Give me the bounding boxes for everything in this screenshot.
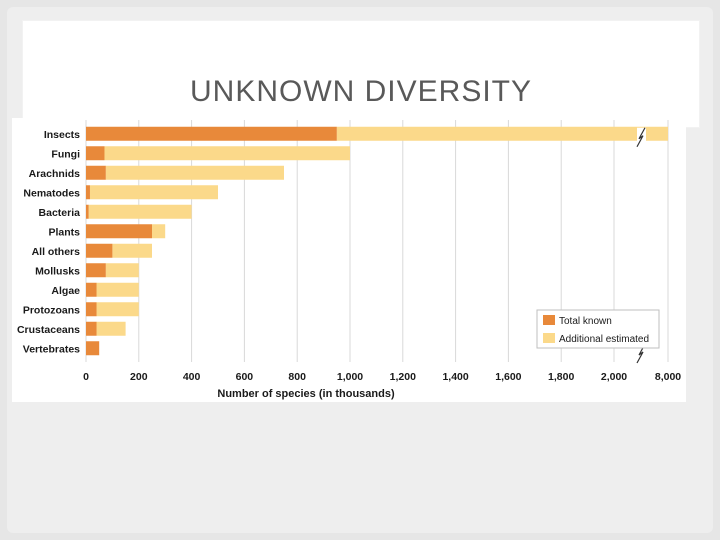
legend-box [536, 309, 660, 349]
x-tick-label: 800 [288, 371, 306, 383]
break-mark [636, 127, 646, 148]
slide-title: UNKNOWN DIVERSITY [189, 75, 533, 108]
category-label: Crustaceans [17, 324, 80, 336]
bar-additional-estimated [152, 224, 166, 239]
bar-total-known [86, 321, 97, 336]
x-tick-label: 600 [236, 371, 254, 383]
legend-label-total-known: Total known [559, 316, 612, 327]
title-box[interactable]: UNKNOWN DIVERSITY [22, 20, 700, 128]
bar-additional-estimated [105, 165, 284, 180]
bar-additional-estimated [88, 204, 192, 219]
bar-additional-estimated [105, 263, 139, 278]
bar-total-known [86, 341, 100, 356]
bar-total-known [86, 204, 89, 219]
bar-total-known [86, 243, 113, 258]
legend-label-additional-estimated: Additional estimated [559, 334, 649, 345]
category-labels: Insects Fungi Arachnids Nematodes Bacteria Pl… [17, 129, 80, 356]
bar-additional-estimated [112, 243, 152, 258]
bar-additional-estimated [96, 282, 139, 297]
x-tick-label: 2,000 [601, 371, 627, 383]
category-label: Arachnids [29, 168, 81, 180]
bar-total-known [86, 302, 97, 317]
bar-total-known [86, 282, 97, 297]
x-tick-label: 200 [130, 371, 148, 383]
x-tick-label: 1,400 [442, 371, 468, 383]
chart-panel: Insects Fungi Arachnids Nematodes Bacteria Pl… [12, 118, 686, 402]
category-label: All others [32, 246, 81, 258]
legend-swatch-additional-estimated [543, 333, 555, 343]
category-label: Insects [44, 129, 80, 141]
axis-break [636, 127, 646, 364]
category-label: Mollusks [35, 265, 80, 277]
x-tick-label: 1,600 [495, 371, 521, 383]
category-label: Algae [51, 285, 80, 297]
bar-total-known [86, 263, 106, 278]
x-tick-labels: 0 200 400 600 800 1,000 1,200 1,400 1,600 1,800 2,… [83, 371, 681, 383]
bar-additional-estimated [89, 185, 219, 200]
bar-additional-estimated [104, 146, 350, 161]
bar-additional-estimated [96, 302, 139, 317]
bar-total-known [86, 126, 337, 141]
x-tick-label: 1,000 [337, 371, 363, 383]
x-axis-title: Number of species (in thousands) [217, 388, 395, 400]
category-label: Fungi [51, 148, 80, 160]
x-tick-label: 8,000 [655, 371, 681, 383]
bar-additional-estimated [96, 321, 126, 336]
legend-swatch-total-known [543, 315, 555, 325]
category-label: Nematodes [23, 187, 80, 199]
category-label: Protozoans [23, 304, 80, 316]
bar-total-known [86, 185, 90, 200]
legend: Total known Additional estimated [536, 309, 660, 349]
bar-total-known [86, 224, 152, 239]
category-label: Bacteria [39, 207, 81, 219]
x-tick-label: 1,800 [548, 371, 574, 383]
x-tick-label: 1,200 [390, 371, 416, 383]
bar-additional-estimated [336, 126, 668, 141]
bar-total-known [86, 165, 106, 180]
x-tick-label: 400 [183, 371, 201, 383]
bar-total-known [86, 146, 105, 161]
x-tick-label: 0 [83, 371, 89, 383]
category-label: Vertebrates [23, 343, 80, 355]
break-mark [636, 343, 646, 364]
species-bar-chart: Insects Fungi Arachnids Nematodes Bacteria Pl… [17, 120, 681, 400]
category-label: Plants [48, 226, 80, 238]
bars [86, 126, 668, 356]
